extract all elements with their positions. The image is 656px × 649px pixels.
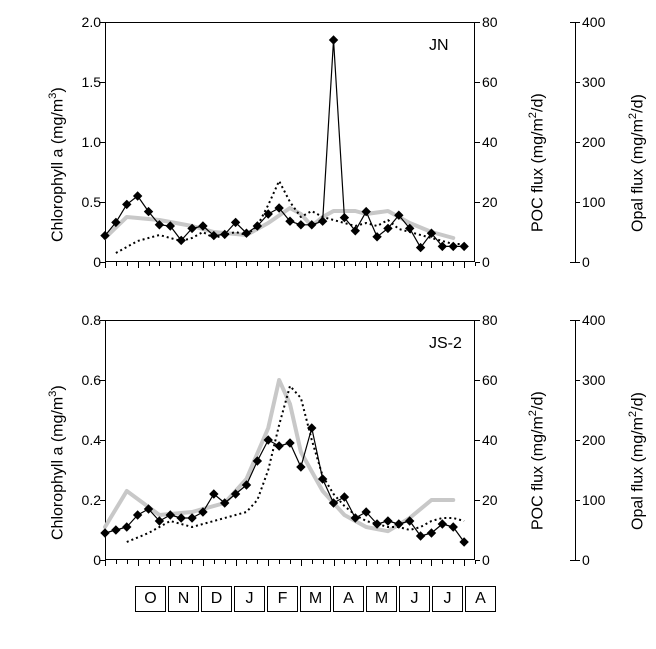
panel2-ytick-r2-1: 100: [582, 492, 605, 508]
panel2-ytick-r2-0: 0: [582, 552, 590, 568]
panel2-ytick-left-4: 0.8: [67, 312, 101, 328]
panel1-ytick-r2-2: 200: [582, 134, 605, 150]
panel1-ylabel-opal: Opal flux (mg/m2/d): [627, 94, 647, 232]
panel1-ylabel-poc: POC flux (mg/m2/d): [527, 93, 547, 232]
panel2-ytick-r1-1: 20: [482, 492, 498, 508]
month-0: O: [135, 586, 166, 612]
month-4: F: [267, 586, 298, 612]
panel2-ylabel-opal: Opal flux (mg/m2/d): [627, 392, 647, 530]
panel2-ytick-left-2: 0.4: [67, 432, 101, 448]
panel2-ytick-r2-2: 200: [582, 432, 605, 448]
panel1-ylabel-left: Chlorophyll a (mg/m3): [47, 87, 67, 242]
panel2-ytick-r1-0: 0: [482, 552, 490, 568]
month-9: J: [432, 586, 463, 612]
panel1-svg: [105, 22, 475, 262]
panel2-svg: [105, 320, 475, 560]
panel1-ytick-left-0: 0: [67, 254, 101, 270]
panel1-series-chl: [105, 40, 464, 248]
panel1-ytick-r1-0: 0: [482, 254, 490, 270]
month-5: M: [300, 586, 331, 612]
month-10: A: [465, 586, 496, 612]
month-6: A: [333, 586, 364, 612]
panel2-ytick-left-3: 0.6: [67, 372, 101, 388]
panel2-ytick-r1-3: 60: [482, 372, 498, 388]
panel2-ytick-left-1: 0.2: [67, 492, 101, 508]
month-2: D: [201, 586, 232, 612]
panel1-ytick-left-1: 0.5: [67, 194, 101, 210]
month-3: J: [234, 586, 265, 612]
panel1-ytick-r2-3: 300: [582, 74, 605, 90]
panel2-ytick-r1-2: 40: [482, 432, 498, 448]
month-8: J: [399, 586, 430, 612]
panel2-ytick-left-0: 0: [67, 552, 101, 568]
panel1-ytick-left-2: 1.0: [67, 134, 101, 150]
panel1-ytick-left-4: 2.0: [67, 14, 101, 30]
panel2-ylabel-poc: POC flux (mg/m2/d): [527, 391, 547, 530]
panel2-ylabel-left: Chlorophyll a (mg/m3): [47, 385, 67, 540]
panel1-ytick-r1-1: 20: [482, 194, 498, 210]
panel1-ytick-r1-3: 60: [482, 74, 498, 90]
panel2-ytick-r2-4: 400: [582, 312, 605, 328]
panel1-ytick-r2-0: 0: [582, 254, 590, 270]
panel1-ytick-r2-4: 400: [582, 14, 605, 30]
month-7: M: [366, 586, 397, 612]
panel2-series-opal: [105, 380, 453, 531]
panel1-ytick-r1-2: 40: [482, 134, 498, 150]
panel1-ytick-r2-1: 100: [582, 194, 605, 210]
panel1-ytick-left-3: 1.5: [67, 74, 101, 90]
month-1: N: [168, 586, 199, 612]
panel1-ytick-r1-4: 80: [482, 14, 498, 30]
panel2-ytick-r2-3: 300: [582, 372, 605, 388]
panel2-ytick-r1-4: 80: [482, 312, 498, 328]
